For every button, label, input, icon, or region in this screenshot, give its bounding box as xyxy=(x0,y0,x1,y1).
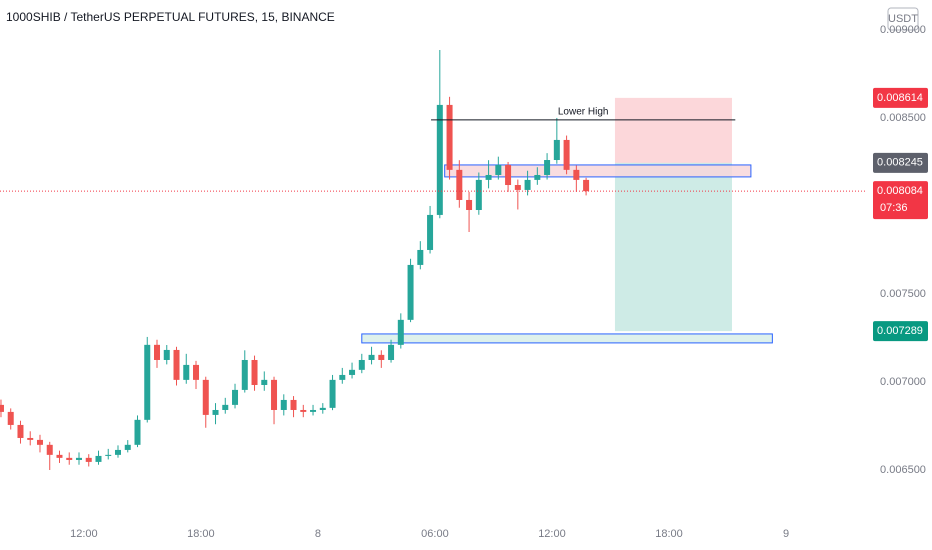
candle-body xyxy=(349,369,356,375)
zone-box xyxy=(361,333,773,344)
candle-body xyxy=(329,379,336,408)
candle-body xyxy=(427,214,434,250)
candle-body xyxy=(475,179,482,211)
candle-body xyxy=(46,444,53,455)
y-tick-label: 0.007500 xyxy=(880,288,926,300)
x-tick-label: 18:00 xyxy=(655,528,683,540)
candle-body xyxy=(241,359,248,390)
candle-body xyxy=(222,404,229,410)
candle-body xyxy=(232,389,239,405)
candle-body xyxy=(466,199,473,211)
last-price-label: 0.008084 xyxy=(877,185,923,197)
candle-body xyxy=(583,179,590,192)
candle-body xyxy=(368,354,375,360)
candle-body xyxy=(7,411,14,425)
candle-body xyxy=(553,139,560,161)
candle-body xyxy=(280,399,287,410)
candle-body xyxy=(0,404,4,412)
zone-box xyxy=(444,164,752,178)
candle-body xyxy=(407,264,414,320)
candle-body xyxy=(505,164,512,186)
candle-body xyxy=(514,185,521,190)
candle-body xyxy=(27,437,34,440)
x-tick-label: 12:00 xyxy=(538,528,566,540)
x-tick-label: 12:00 xyxy=(70,528,98,540)
candle-body xyxy=(173,349,180,380)
candle-body xyxy=(134,419,141,445)
target-price-label-box xyxy=(873,321,928,342)
candle-body xyxy=(310,409,317,412)
candle-body xyxy=(202,379,209,415)
candle-body xyxy=(17,424,24,438)
position-stop-zone xyxy=(614,97,732,163)
candle-body xyxy=(144,344,151,420)
candle-body xyxy=(95,455,102,462)
entry-price-label-box xyxy=(873,152,928,173)
candle-body xyxy=(417,249,424,265)
y-tick-label: 0.009000 xyxy=(880,24,926,36)
candle-body xyxy=(563,139,570,170)
candle-body xyxy=(154,344,161,360)
y-tick-label: 0.006500 xyxy=(880,464,926,476)
candle-body xyxy=(436,104,443,215)
candle-body xyxy=(114,449,121,455)
last-price-label-box xyxy=(873,181,928,220)
candle-body xyxy=(319,407,326,410)
candle-body xyxy=(573,169,580,180)
candle-body xyxy=(261,379,268,385)
candle-body xyxy=(75,457,82,460)
candle-body xyxy=(456,169,463,200)
candle-body xyxy=(193,364,200,380)
y-tick-label: 0.007000 xyxy=(880,376,926,388)
candle-body xyxy=(524,179,531,190)
x-tick-label: 8 xyxy=(315,528,321,540)
currency-button[interactable] xyxy=(887,7,919,31)
candle-body xyxy=(534,174,541,180)
candle-body xyxy=(163,349,170,360)
candle-body xyxy=(183,364,190,380)
candle-body xyxy=(56,454,63,458)
last-price-countdown: 07:36 xyxy=(880,202,908,214)
candle-body xyxy=(388,344,395,360)
position-target-zone xyxy=(614,162,732,332)
candle-body xyxy=(85,457,92,462)
annotation-text: Lower High xyxy=(558,107,609,118)
candle-body xyxy=(397,319,404,345)
candle-body xyxy=(105,454,112,456)
chart-title: 1000SHIB / TetherUS PERPETUAL FUTURES, 1… xyxy=(6,10,335,24)
entry-price-label: 0.008245 xyxy=(877,157,923,169)
candle-body xyxy=(271,379,278,410)
candle-body xyxy=(251,359,258,385)
currency-label[interactable]: USDT xyxy=(888,13,918,25)
stop-price-label-box xyxy=(873,87,928,108)
stop-price-label: 0.008614 xyxy=(877,92,923,104)
candle-body xyxy=(485,174,492,180)
candle-body xyxy=(124,444,131,450)
candle-body xyxy=(300,409,307,412)
candle-body xyxy=(36,439,43,445)
target-price-label: 0.007289 xyxy=(877,325,923,337)
candle-body xyxy=(290,399,297,410)
candle-body xyxy=(378,354,385,360)
candle-body xyxy=(339,374,346,380)
x-tick-label: 18:00 xyxy=(187,528,215,540)
x-tick-label: 9 xyxy=(783,528,789,540)
candle-body xyxy=(446,104,453,170)
candle-body xyxy=(66,457,73,460)
candle-body xyxy=(495,164,502,175)
candle-body xyxy=(358,359,365,370)
candle-body xyxy=(544,160,551,175)
candle-body xyxy=(212,409,219,415)
y-tick-label: 0.008500 xyxy=(880,112,926,124)
x-tick-label: 06:00 xyxy=(421,528,449,540)
